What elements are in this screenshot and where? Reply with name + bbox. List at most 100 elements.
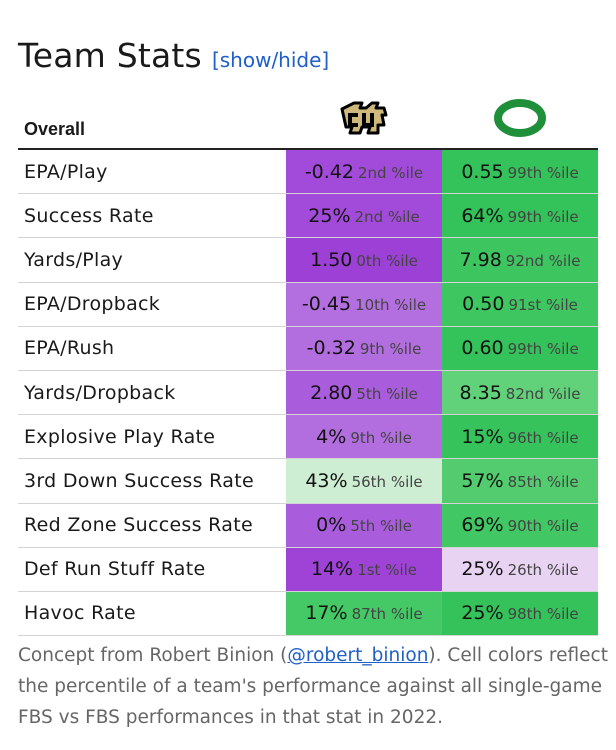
stat-value: 25% — [461, 558, 504, 581]
colorado-stat-cell: 25% 2nd %ile — [286, 193, 442, 239]
stat-value: 0.50 — [462, 293, 505, 316]
stat-value: 69% — [461, 514, 504, 537]
table-row: EPA/Dropback -0.45 10th %ile 0.50 91st %ile — [18, 282, 598, 327]
footnote-text-after: ). Cell colors reflect the percentile of… — [18, 645, 608, 728]
table-row: EPA/Play -0.42 2nd %ile 0.55 99th %ile — [18, 149, 598, 195]
oregon-stat-cell: 69% 90th %ile — [442, 503, 598, 548]
stat-percentile: 92nd %ile — [505, 251, 581, 270]
table-row: 3rd Down Success Rate 43% 56th %ile 57% 85th… — [18, 458, 598, 504]
title-row: Team Stats [show/hide] — [18, 36, 329, 75]
colorado-stat-cell: -0.45 10th %ile — [286, 282, 442, 327]
oregon-logo-text: O — [494, 99, 495, 100]
stat-percentile: 85th %ile — [507, 472, 579, 491]
stat-value: 15% — [461, 425, 504, 448]
table-row: EPA/Rush -0.32 9th %ile 0.60 99th %ile — [18, 326, 598, 371]
stat-percentile: 90th %ile — [507, 517, 579, 536]
team-stats-table: Overall CU O — [18, 86, 598, 637]
stat-percentile: 96th %ile — [507, 428, 579, 447]
oregon-stat-cell: 8.35 82nd %ile — [442, 370, 598, 416]
stat-label: Red Zone Success Rate — [18, 503, 286, 548]
stat-label: Success Rate — [18, 193, 286, 239]
table-row: Yards/Play 1.50 0th %ile 7.98 92nd %ile — [18, 237, 598, 283]
show-hide-toggle[interactable]: [show/hide] — [211, 48, 330, 72]
colorado-stat-cell: 1.50 0th %ile — [286, 237, 442, 283]
stat-value: 0% — [316, 514, 347, 537]
stat-value: 7.98 — [459, 248, 502, 271]
stat-percentile: 9th %ile — [359, 340, 422, 359]
colorado-stat-cell: -0.42 2nd %ile — [286, 149, 442, 195]
colorado-stat-cell: 17% 87th %ile — [286, 591, 442, 637]
colorado-stat-cell: 14% 1st %ile — [286, 547, 442, 592]
colorado-stat-cell: 4% 9th %ile — [286, 414, 442, 460]
colorado-logo-text: CU — [338, 99, 340, 100]
colorado-team-header: CU — [286, 86, 442, 150]
stat-value: 57% — [461, 469, 504, 492]
stat-value: 8.35 — [459, 381, 502, 404]
colorado-stat-cell: 2.80 5th %ile — [286, 370, 442, 416]
stat-percentile: 5th %ile — [356, 384, 418, 403]
oregon-stat-cell: 0.55 99th %ile — [442, 149, 598, 195]
table-row: Havoc Rate 17% 87th %ile 25% 98th %ile — [18, 591, 598, 637]
table-row: Def Run Stuff Rate 14% 1st %ile 25% 26th %il… — [18, 547, 598, 592]
stat-percentile: 5th %ile — [350, 517, 412, 536]
table-row: Red Zone Success Rate 0% 5th %ile 69% 90th %… — [18, 503, 598, 548]
stats-body: EPA/Play -0.42 2nd %ile 0.55 99th %ile Succes… — [18, 149, 598, 637]
stat-value: -0.32 — [306, 337, 356, 360]
stat-value: -0.45 — [301, 293, 352, 316]
stat-label: EPA/Play — [18, 149, 286, 195]
stat-percentile: 91st %ile — [508, 296, 578, 315]
robert-binion-link[interactable]: @robert_binion — [287, 645, 429, 666]
stat-value: 64% — [461, 204, 504, 227]
stat-percentile: 56th %ile — [351, 472, 423, 491]
stat-label: Explosive Play Rate — [18, 414, 286, 460]
stat-label: EPA/Rush — [18, 326, 286, 371]
stat-label: Havoc Rate — [18, 591, 286, 637]
stat-percentile: 10th %ile — [355, 296, 427, 315]
table-row: Yards/Dropback 2.80 5th %ile 8.35 82nd %ile — [18, 370, 598, 416]
oregon-stat-cell: 0.50 91st %ile — [442, 282, 598, 327]
stat-value: 0.60 — [461, 337, 504, 360]
stat-label: Yards/Play — [18, 237, 286, 283]
footnote: Concept from Robert Binion (@robert_bini… — [18, 640, 608, 733]
footnote-text-before: Concept from Robert Binion ( — [18, 645, 288, 666]
stat-value: 4% — [316, 425, 347, 448]
colorado-stat-cell: 43% 56th %ile — [286, 458, 442, 504]
stat-label: Yards/Dropback — [18, 370, 286, 416]
colorado-buffaloes-logo-icon: CU — [338, 99, 388, 135]
oregon-team-header: O — [442, 86, 598, 150]
oregon-ducks-logo-icon: O — [494, 99, 546, 137]
oregon-stat-cell: 25% 98th %ile — [442, 591, 598, 637]
stat-percentile: 9th %ile — [350, 428, 412, 447]
stat-percentile: 99th %ile — [507, 340, 579, 359]
stat-percentile: 0th %ile — [356, 251, 418, 270]
overall-column-header: Overall — [18, 86, 286, 150]
stat-percentile: 1st %ile — [357, 561, 418, 580]
stat-value: 14% — [310, 558, 354, 581]
stat-percentile: 26th %ile — [507, 561, 579, 580]
stat-value: 1.50 — [310, 248, 353, 271]
table-row: Success Rate 25% 2nd %ile 64% 99th %ile — [18, 193, 598, 239]
oregon-stat-cell: 64% 99th %ile — [442, 193, 598, 239]
table-row: Explosive Play Rate 4% 9th %ile 15% 96th %il… — [18, 414, 598, 460]
oregon-stat-cell: 57% 85th %ile — [442, 458, 598, 504]
page-title: Team Stats — [18, 36, 202, 75]
stat-value: 17% — [305, 602, 348, 625]
stat-percentile: 98th %ile — [507, 605, 579, 624]
stat-label: 3rd Down Success Rate — [18, 458, 286, 504]
stat-percentile: 2nd %ile — [354, 207, 420, 226]
table-header-row: Overall CU O — [18, 86, 598, 150]
oregon-stat-cell: 0.60 99th %ile — [442, 326, 598, 371]
stat-percentile: 82nd %ile — [505, 384, 581, 403]
stat-value: 25% — [461, 602, 504, 625]
oregon-stat-cell: 15% 96th %ile — [442, 414, 598, 460]
colorado-stat-cell: -0.32 9th %ile — [286, 326, 442, 371]
stat-percentile: 2nd %ile — [358, 163, 424, 182]
stat-value: 0.55 — [461, 160, 504, 183]
stat-percentile: 99th %ile — [507, 207, 579, 226]
stat-value: 43% — [305, 469, 348, 492]
stat-value: -0.42 — [304, 160, 354, 183]
stat-percentile: 87th %ile — [351, 605, 423, 624]
stat-label: Def Run Stuff Rate — [18, 547, 286, 592]
stat-value: 2.80 — [310, 381, 353, 404]
